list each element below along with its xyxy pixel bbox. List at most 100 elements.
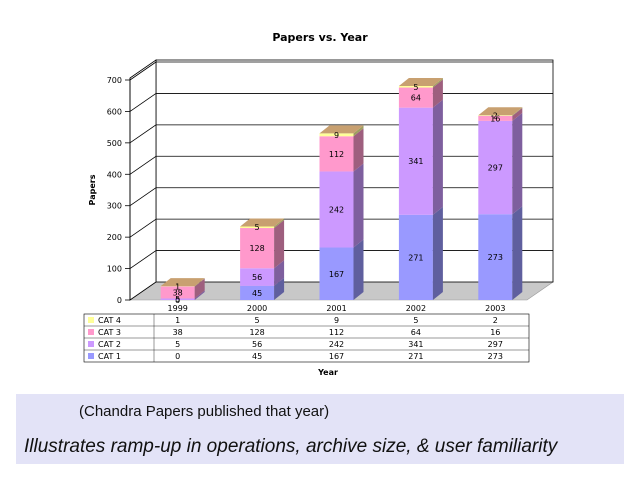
data-table-value: 128 <box>249 328 264 337</box>
bar-segment-side <box>353 125 364 137</box>
caption-summary: Illustrates ramp-up in operations, archi… <box>24 436 558 457</box>
gridline-side <box>129 124 157 144</box>
gridline-side <box>129 218 157 238</box>
data-table-value: 9 <box>334 316 339 325</box>
stacked-bar-chart: Papers vs. Year Papers Year 010020030040… <box>83 31 554 377</box>
bar-segment <box>398 107 433 215</box>
bar-top-cap <box>398 77 443 86</box>
bar-segment <box>478 120 513 215</box>
data-table-value: 5 <box>255 316 260 325</box>
bar-value-label: 112 <box>329 150 344 159</box>
bar-value-label: 56 <box>252 273 262 282</box>
bar-value-label: 297 <box>488 164 503 173</box>
data-table-value: 242 <box>329 340 344 349</box>
caption-note: (Chandra Papers published that year) <box>79 403 330 420</box>
y-tick-label: 400 <box>107 170 122 179</box>
legend-swatch <box>88 329 94 335</box>
legend-swatch <box>88 353 94 359</box>
x-tick-label: 2003 <box>485 304 505 313</box>
legend-label: CAT 2 <box>98 340 121 349</box>
x-tick-label: 2001 <box>326 304 346 313</box>
bar-segment <box>319 136 354 172</box>
bar-value-label: 2 <box>493 112 498 121</box>
y-tick-label: 700 <box>107 76 122 85</box>
data-table-value: 271 <box>408 352 423 361</box>
bar-segment <box>160 298 195 300</box>
bar-value-label: 64 <box>411 94 421 103</box>
bar-top-cap <box>240 218 285 227</box>
y-tick-label: 300 <box>107 202 122 211</box>
bar-value-label: 9 <box>334 131 339 140</box>
data-table-value: 38 <box>173 328 183 337</box>
legend-swatch <box>88 317 94 323</box>
gridline-side <box>129 187 157 207</box>
bar-segment-side <box>432 79 443 108</box>
bar-segment <box>240 285 275 300</box>
data-table-value: 167 <box>329 352 344 361</box>
y-tick-label: 0 <box>117 296 122 305</box>
gridline-side <box>129 61 157 81</box>
bar-value-label: 16 <box>490 114 500 123</box>
data-table-value: 0 <box>175 352 180 361</box>
bar-value-label: 341 <box>408 157 423 166</box>
legend-swatch <box>88 341 94 347</box>
data-table-value: 5 <box>175 340 180 349</box>
bar-segment <box>398 85 433 88</box>
x-tick-label: 1999 <box>168 304 188 313</box>
x-tick-label: 2000 <box>247 304 267 313</box>
bar-segment <box>478 214 513 300</box>
data-table-value: 341 <box>408 340 423 349</box>
bar-segment-side <box>432 77 443 88</box>
bar-segment-side <box>194 290 205 300</box>
bar-segment-side <box>353 128 364 172</box>
bar-segment <box>478 115 513 116</box>
gridline-side <box>129 155 157 175</box>
gridline-side <box>129 250 157 269</box>
bar-value-label: 38 <box>173 288 183 297</box>
legend-label: CAT 4 <box>98 316 121 325</box>
y-tick-label: 500 <box>107 139 122 148</box>
bar-segment-side <box>194 278 205 299</box>
bar-segment <box>478 115 513 121</box>
bar-value-label: 128 <box>249 244 264 253</box>
bar-segment <box>319 247 354 300</box>
data-table-value: 273 <box>488 352 503 361</box>
bar-segment-side <box>274 218 285 229</box>
gridline-side <box>129 93 157 112</box>
bar-segment-side <box>512 206 523 300</box>
bar-value-label: 242 <box>329 205 344 214</box>
bar-segment <box>398 214 433 300</box>
chart-title: Papers vs. Year <box>272 31 368 44</box>
bar-value-label: 45 <box>252 289 262 298</box>
legend-label: CAT 1 <box>98 352 121 361</box>
bar-value-label: 167 <box>329 270 344 279</box>
y-tick-label: 600 <box>107 107 122 116</box>
data-table-value: 45 <box>252 352 262 361</box>
bar-value-label: 0 <box>175 296 180 305</box>
bar-segment <box>319 171 354 248</box>
bar-segment-side <box>512 112 523 215</box>
data-table-value: 56 <box>252 340 262 349</box>
y-axis-label: Papers <box>88 174 97 205</box>
bar-top-cap <box>160 278 205 287</box>
bar-segment <box>240 226 275 229</box>
bar-segment-side <box>194 278 205 287</box>
data-table-value: 112 <box>329 328 344 337</box>
bar-segment-side <box>353 163 364 248</box>
y-tick-label: 100 <box>107 265 122 274</box>
bar-value-label: 1 <box>175 282 180 291</box>
bar-segment <box>240 268 275 286</box>
data-table-value: 16 <box>490 328 500 337</box>
data-table-value: 1 <box>175 316 180 325</box>
bar-top-cap <box>319 125 364 134</box>
bar-segment <box>398 87 433 108</box>
bar-segment <box>240 228 275 269</box>
bar-segment-side <box>512 107 523 121</box>
data-table-value: 2 <box>493 316 498 325</box>
bar-segment-side <box>353 239 364 300</box>
x-axis-label: Year <box>317 368 338 377</box>
bar-segment-side <box>274 277 285 300</box>
y-tick-label: 200 <box>107 233 122 242</box>
bar-segment-side <box>432 206 443 300</box>
bar-segment-side <box>274 220 285 269</box>
